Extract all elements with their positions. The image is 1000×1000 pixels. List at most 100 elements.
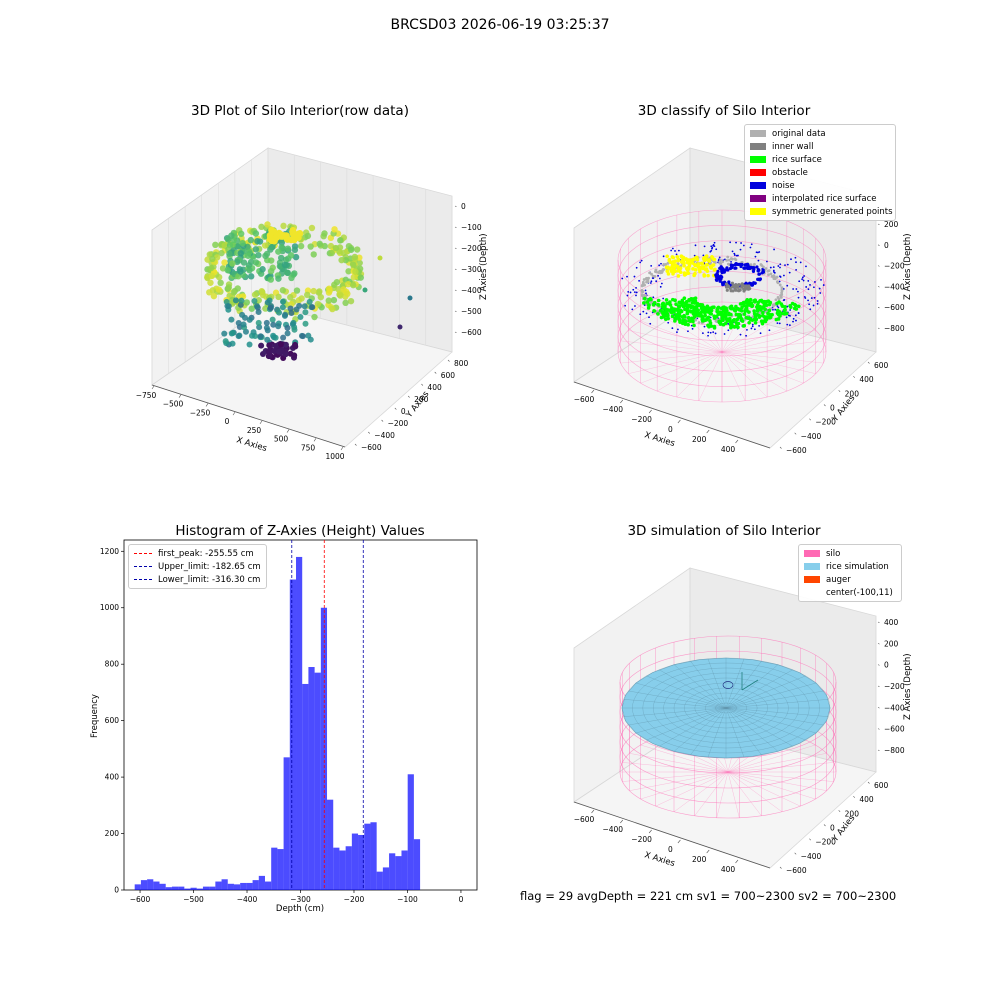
noise-point (772, 308, 774, 311)
noise-point (801, 276, 804, 279)
raw-point (290, 319, 297, 326)
original-point (727, 258, 731, 262)
inner-wall-point (743, 287, 747, 291)
raw-point (344, 290, 351, 298)
noise-point (809, 308, 812, 311)
raw-point (291, 270, 298, 277)
raw-y-tick-label: −600 (361, 443, 382, 452)
raw-point (337, 292, 344, 299)
symmetric-point (683, 272, 688, 276)
raw-point (268, 237, 276, 245)
raw-point (356, 259, 363, 267)
original-point (721, 260, 725, 264)
histogram-bar (258, 875, 265, 890)
classify-y-tick-label: −200 (815, 418, 836, 427)
legend-label: noise (772, 180, 795, 191)
raw-point (244, 252, 252, 259)
symmetric-point (676, 274, 681, 278)
raw-point (309, 304, 316, 311)
raw-point (206, 289, 213, 296)
noise-point (774, 308, 777, 311)
raw-point (278, 239, 285, 246)
legend-label: obstacle (772, 167, 808, 178)
rice-surface-point (710, 305, 715, 310)
rice-surface-point (692, 298, 697, 303)
histogram-y-ticks: 0 200 400 600 800 1000 1200 (100, 547, 124, 895)
symmetric-point (710, 254, 714, 259)
inner-wall-point (730, 281, 735, 285)
raw-z-tick-mark (454, 310, 457, 313)
raw-point (221, 242, 228, 249)
raw-point (287, 305, 294, 312)
noise-point (807, 299, 809, 302)
original-point (713, 261, 717, 264)
raw-point (282, 351, 289, 358)
simulation-z-tick-mark (877, 664, 880, 666)
raw-point (284, 269, 291, 276)
rice-surface-point (682, 296, 687, 301)
raw-point (235, 333, 242, 340)
rice-surface-point (673, 308, 678, 312)
histogram-y-label: Frequency (90, 694, 100, 738)
rice-surface-point (677, 309, 682, 313)
histogram-bar (271, 847, 278, 890)
rice-surface-point (663, 312, 667, 317)
noise-point (754, 255, 757, 258)
legend-label: first_peak: -255.55 cm (158, 548, 254, 559)
simulation-z-tick-mark (877, 749, 880, 752)
raw-point (350, 281, 357, 289)
rice-surface-point (674, 302, 678, 307)
rice-surface-point (700, 318, 705, 323)
original-point (766, 269, 770, 273)
histogram-bar (159, 883, 166, 890)
symmetric-point (668, 260, 673, 265)
classify-x-tick-mark (648, 409, 652, 414)
raw-point (267, 267, 275, 275)
noise-point (756, 251, 759, 254)
noise-point (627, 290, 630, 293)
legend-swatch (804, 563, 820, 570)
symmetric-point (677, 267, 682, 272)
rice-surface-point (752, 309, 756, 313)
noise-point (790, 258, 792, 261)
noise-point (769, 266, 772, 269)
noise-point (675, 253, 678, 256)
noise-point (819, 292, 822, 294)
simulation-z-tick-mark (877, 685, 880, 688)
raw-point (377, 255, 383, 261)
raw-point (207, 279, 214, 286)
simulation-y-tick-mark (867, 781, 870, 784)
raw-point (251, 298, 258, 305)
x-tick-label: −200 (344, 895, 365, 904)
symmetric-point (667, 257, 672, 262)
simulation-y-tick-mark (779, 866, 782, 869)
raw-x-tick-label: −750 (136, 391, 157, 400)
raw-point (357, 274, 364, 281)
noise-point (710, 245, 713, 248)
inner-wall-point (743, 284, 747, 288)
histogram-bar (190, 887, 197, 890)
raw-point (232, 297, 239, 304)
noise-point (709, 250, 712, 253)
noise-point (783, 274, 785, 277)
histogram-bar (364, 823, 371, 890)
noise-point (687, 330, 689, 333)
noise-point (671, 327, 674, 330)
rice-surface-point (642, 301, 646, 305)
noise-point (773, 248, 775, 251)
noise-point (786, 305, 789, 308)
noise-point (816, 300, 819, 302)
histogram-bar (277, 849, 284, 890)
noise-point (658, 264, 661, 267)
original-point (666, 261, 670, 265)
noise-point (805, 265, 807, 268)
raw-point (255, 319, 262, 326)
classify-x-ticks: −600 −400 −200 0 200 400 (574, 389, 739, 454)
noise-point (734, 262, 738, 266)
noise-point (788, 324, 791, 327)
rice-surface-point (686, 322, 690, 327)
noise-point (789, 309, 792, 311)
simulation-y-tick-label: 0 (830, 824, 835, 833)
legend-label: silo (826, 548, 841, 559)
